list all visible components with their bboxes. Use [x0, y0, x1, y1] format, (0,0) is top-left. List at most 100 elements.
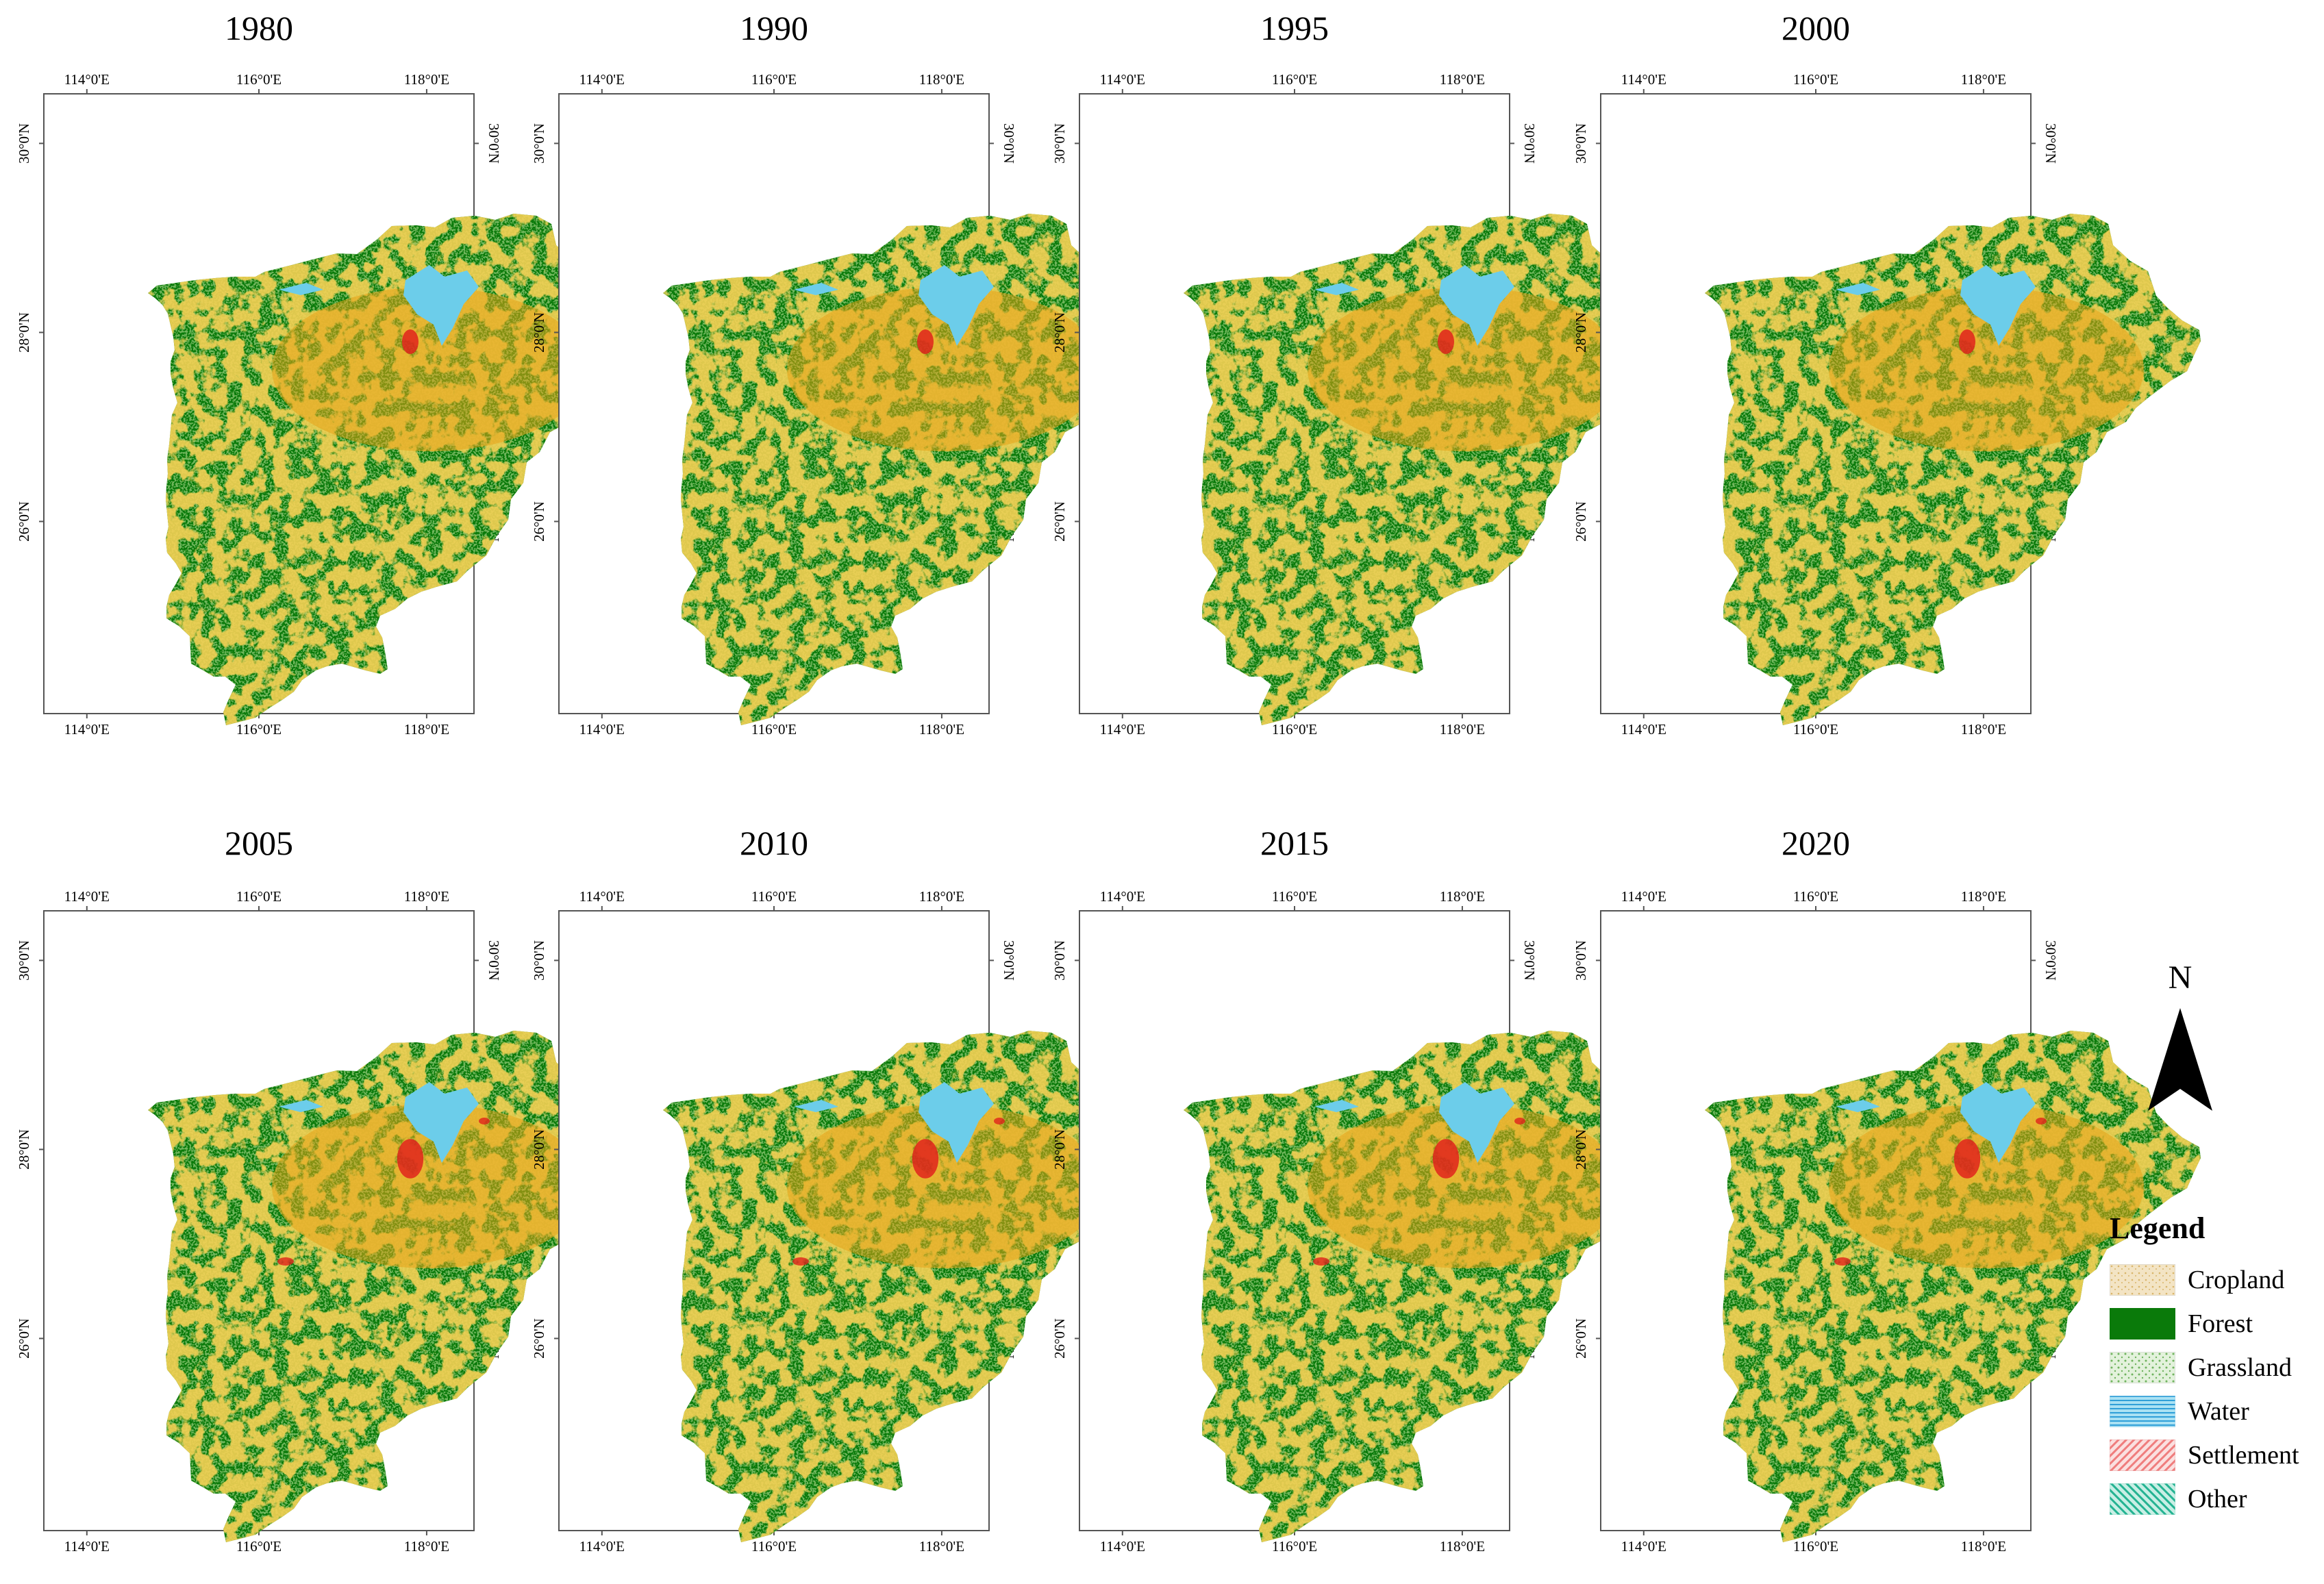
lat-tick-label-left: 30°0'N	[1573, 940, 1589, 981]
lon-tick-label-top: 114°0'E	[579, 888, 625, 905]
cropland-plain	[272, 287, 587, 451]
lat-tick-label-left: 30°0'N	[16, 940, 32, 981]
lat-tick-label-right: 30°0'N	[2042, 123, 2059, 164]
lat-tick-label-right: 30°0'N	[1521, 123, 1538, 164]
land-use-map	[663, 214, 1159, 725]
lon-tick-label-bottom: 114°0'E	[64, 721, 110, 738]
lat-tick-label-left: 28°0'N	[1051, 1129, 1068, 1170]
lon-tick-label-top: 116°0'E	[751, 888, 797, 905]
lon-tick-label-top: 116°0'E	[236, 888, 282, 905]
lat-tick-label-left: 30°0'N	[531, 940, 547, 981]
lat-tick-label-left: 26°0'N	[1573, 1318, 1589, 1359]
lon-tick-label-top: 116°0'E	[1272, 888, 1317, 905]
lon-tick-label-top: 118°0'E	[1961, 888, 2006, 905]
reservoir-water	[794, 283, 838, 295]
panel-year-title: 2005	[225, 824, 293, 862]
lon-tick-label-bottom: 116°0'E	[751, 721, 797, 738]
legend-label: Forest	[2188, 1309, 2253, 1338]
cropland-swatch	[2110, 1264, 2175, 1296]
legend-item-other: Other	[2110, 1477, 2315, 1521]
lat-tick-label-left: 30°0'N	[16, 123, 32, 164]
lat-tick-label-left: 28°0'N	[1573, 1129, 1589, 1170]
reservoir-water	[794, 1100, 838, 1112]
north-label: N	[2168, 959, 2192, 996]
settlement-patch	[1834, 1257, 1851, 1266]
lon-tick-label-bottom: 114°0'E	[1100, 721, 1145, 738]
lake-water	[403, 1082, 479, 1163]
lon-tick-label-top: 118°0'E	[1440, 888, 1485, 905]
lake-water	[1439, 265, 1514, 346]
panel-year-title: 2000	[1782, 9, 1850, 47]
lat-tick-label-left: 30°0'N	[1573, 123, 1589, 164]
cropland-plain	[1308, 1104, 1623, 1268]
lon-tick-label-bottom: 118°0'E	[1961, 721, 2006, 738]
lon-tick-label-bottom: 114°0'E	[1621, 1538, 1666, 1555]
lon-tick-label-bottom: 114°0'E	[1621, 721, 1666, 738]
land-use-map	[1184, 214, 1679, 725]
legend-label: Settlement	[2188, 1441, 2299, 1470]
map-panel: 2020 114°0'E 114°0'E 116°0'E 116°0'E 118°0'E 1…	[1573, 824, 2201, 1555]
lon-tick-label-bottom: 118°0'E	[404, 721, 449, 738]
lat-tick-label-left: 28°0'N	[1573, 312, 1589, 353]
lon-tick-label-top: 118°0'E	[919, 888, 964, 905]
settlement-patch	[994, 1118, 1005, 1124]
lon-tick-label-bottom: 118°0'E	[1440, 1538, 1485, 1555]
lat-tick-label-left: 26°0'N	[531, 1318, 547, 1359]
lat-tick-label-right: 30°0'N	[486, 123, 502, 164]
reservoir-water	[1836, 283, 1880, 295]
lon-tick-label-top: 118°0'E	[919, 71, 964, 88]
reservoir-water	[1836, 1100, 1880, 1112]
legend-item-grassland: Grassland	[2110, 1346, 2315, 1390]
land-use-map	[148, 1031, 644, 1542]
lon-tick-label-top: 114°0'E	[1621, 71, 1666, 88]
north-arrow-icon	[2148, 1008, 2212, 1111]
land-use-map	[1705, 214, 2201, 725]
lat-tick-label-left: 26°0'N	[16, 501, 32, 542]
lat-tick-label-right: 30°0'N	[486, 940, 502, 981]
map-panel: 2010 114°0'E 114°0'E 116°0'E 116°0'E 118°0'E 1…	[531, 824, 1159, 1555]
land-use-map	[148, 214, 644, 725]
lon-tick-label-bottom: 114°0'E	[64, 1538, 110, 1555]
land-use-map	[1184, 1031, 1679, 1542]
lon-tick-label-bottom: 114°0'E	[579, 1538, 625, 1555]
map-panel: 1990 114°0'E 114°0'E 116°0'E 116°0'E 118°0'E 1…	[531, 9, 1159, 738]
lat-tick-label-left: 28°0'N	[531, 1129, 547, 1170]
panel-year-title: 1980	[225, 9, 293, 47]
lat-tick-label-left: 28°0'N	[16, 1129, 32, 1170]
lon-tick-label-top: 118°0'E	[1440, 71, 1485, 88]
cropland-plain	[272, 1104, 587, 1268]
lat-tick-label-left: 30°0'N	[1051, 940, 1068, 981]
lat-tick-label-left: 28°0'N	[1051, 312, 1068, 353]
legend-label: Grassland	[2188, 1353, 2292, 1382]
settlement-patch	[1514, 1118, 1525, 1124]
legend-title: Legend	[2110, 1211, 2206, 1245]
lon-tick-label-bottom: 116°0'E	[1272, 721, 1317, 738]
reservoir-water	[1314, 1100, 1359, 1112]
settlement-patch	[1432, 1139, 1460, 1179]
lon-tick-label-bottom: 116°0'E	[1272, 1538, 1317, 1555]
lon-tick-label-bottom: 116°0'E	[236, 721, 282, 738]
legend-label: Other	[2188, 1485, 2247, 1513]
lake-water	[1960, 265, 2036, 346]
settlement-patch	[917, 329, 934, 354]
panel-year-title: 1995	[1260, 9, 1329, 47]
lon-tick-label-top: 116°0'E	[1793, 888, 1838, 905]
panel-year-title: 2015	[1260, 824, 1329, 862]
lon-tick-label-bottom: 116°0'E	[1793, 1538, 1838, 1555]
lat-tick-label-left: 26°0'N	[1051, 501, 1068, 542]
reservoir-water	[279, 1100, 323, 1112]
settlement-patch	[402, 329, 418, 354]
lon-tick-label-bottom: 118°0'E	[1440, 721, 1485, 738]
lon-tick-label-bottom: 118°0'E	[1961, 1538, 2006, 1555]
cropland-plain	[1829, 1104, 2144, 1268]
map-panel: 2000 114°0'E 114°0'E 116°0'E 116°0'E 118°0'E 1…	[1573, 9, 2201, 738]
settlement-patch	[2036, 1118, 2047, 1124]
lake-water	[1439, 1082, 1514, 1163]
legend-label: Cropland	[2188, 1266, 2285, 1294]
lat-tick-label-left: 26°0'N	[1051, 1318, 1068, 1359]
lon-tick-label-top: 114°0'E	[64, 888, 110, 905]
lon-tick-label-top: 116°0'E	[236, 71, 282, 88]
lat-tick-label-left: 30°0'N	[1051, 123, 1068, 164]
lat-tick-label-right: 30°0'N	[1001, 123, 1017, 164]
lat-tick-label-right: 30°0'N	[2042, 940, 2059, 981]
